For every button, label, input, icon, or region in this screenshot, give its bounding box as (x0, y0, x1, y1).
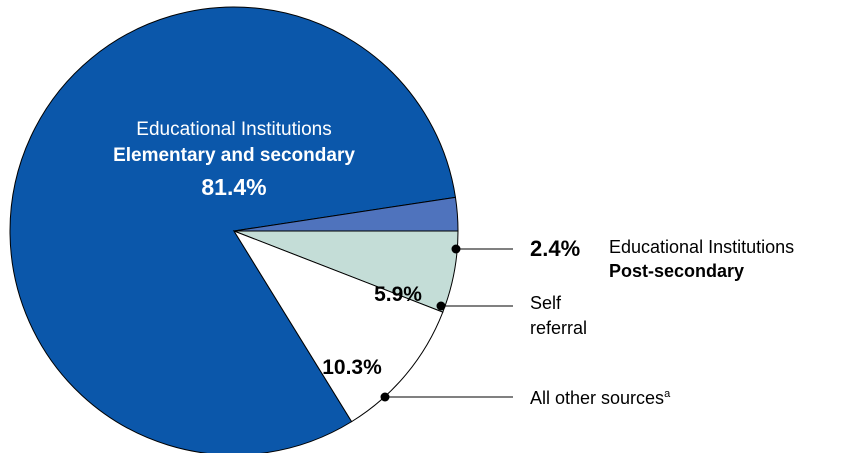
other-value-label: 10.3% (322, 356, 382, 379)
post-secondary-marker (451, 244, 461, 254)
other-marker (380, 392, 390, 402)
other-category-superscript: a (664, 388, 671, 400)
pie-slice-elementary (9, 6, 457, 453)
other-category-text: All other sources (530, 388, 664, 408)
other-category-label: All other sourcesa (530, 388, 671, 408)
elementary-category-label: Educational Institutions (136, 119, 331, 140)
post-secondary-category-label: Educational Institutions (609, 237, 794, 257)
self-referral-label-line2: referral (530, 318, 587, 338)
self-referral-marker (436, 301, 446, 311)
self-referral-value-label: 5.9% (374, 283, 422, 306)
pie-slices (9, 6, 459, 453)
pie-slice-other (232, 229, 444, 423)
elementary-subcategory-label: Elementary and secondary (113, 145, 355, 166)
self-referral-label-line1: Self (530, 293, 562, 313)
post-secondary-value-label: 2.4% (530, 236, 580, 261)
post-secondary-subcategory-label: Post-secondary (609, 261, 744, 281)
elementary-value-label: 81.4% (201, 174, 266, 200)
